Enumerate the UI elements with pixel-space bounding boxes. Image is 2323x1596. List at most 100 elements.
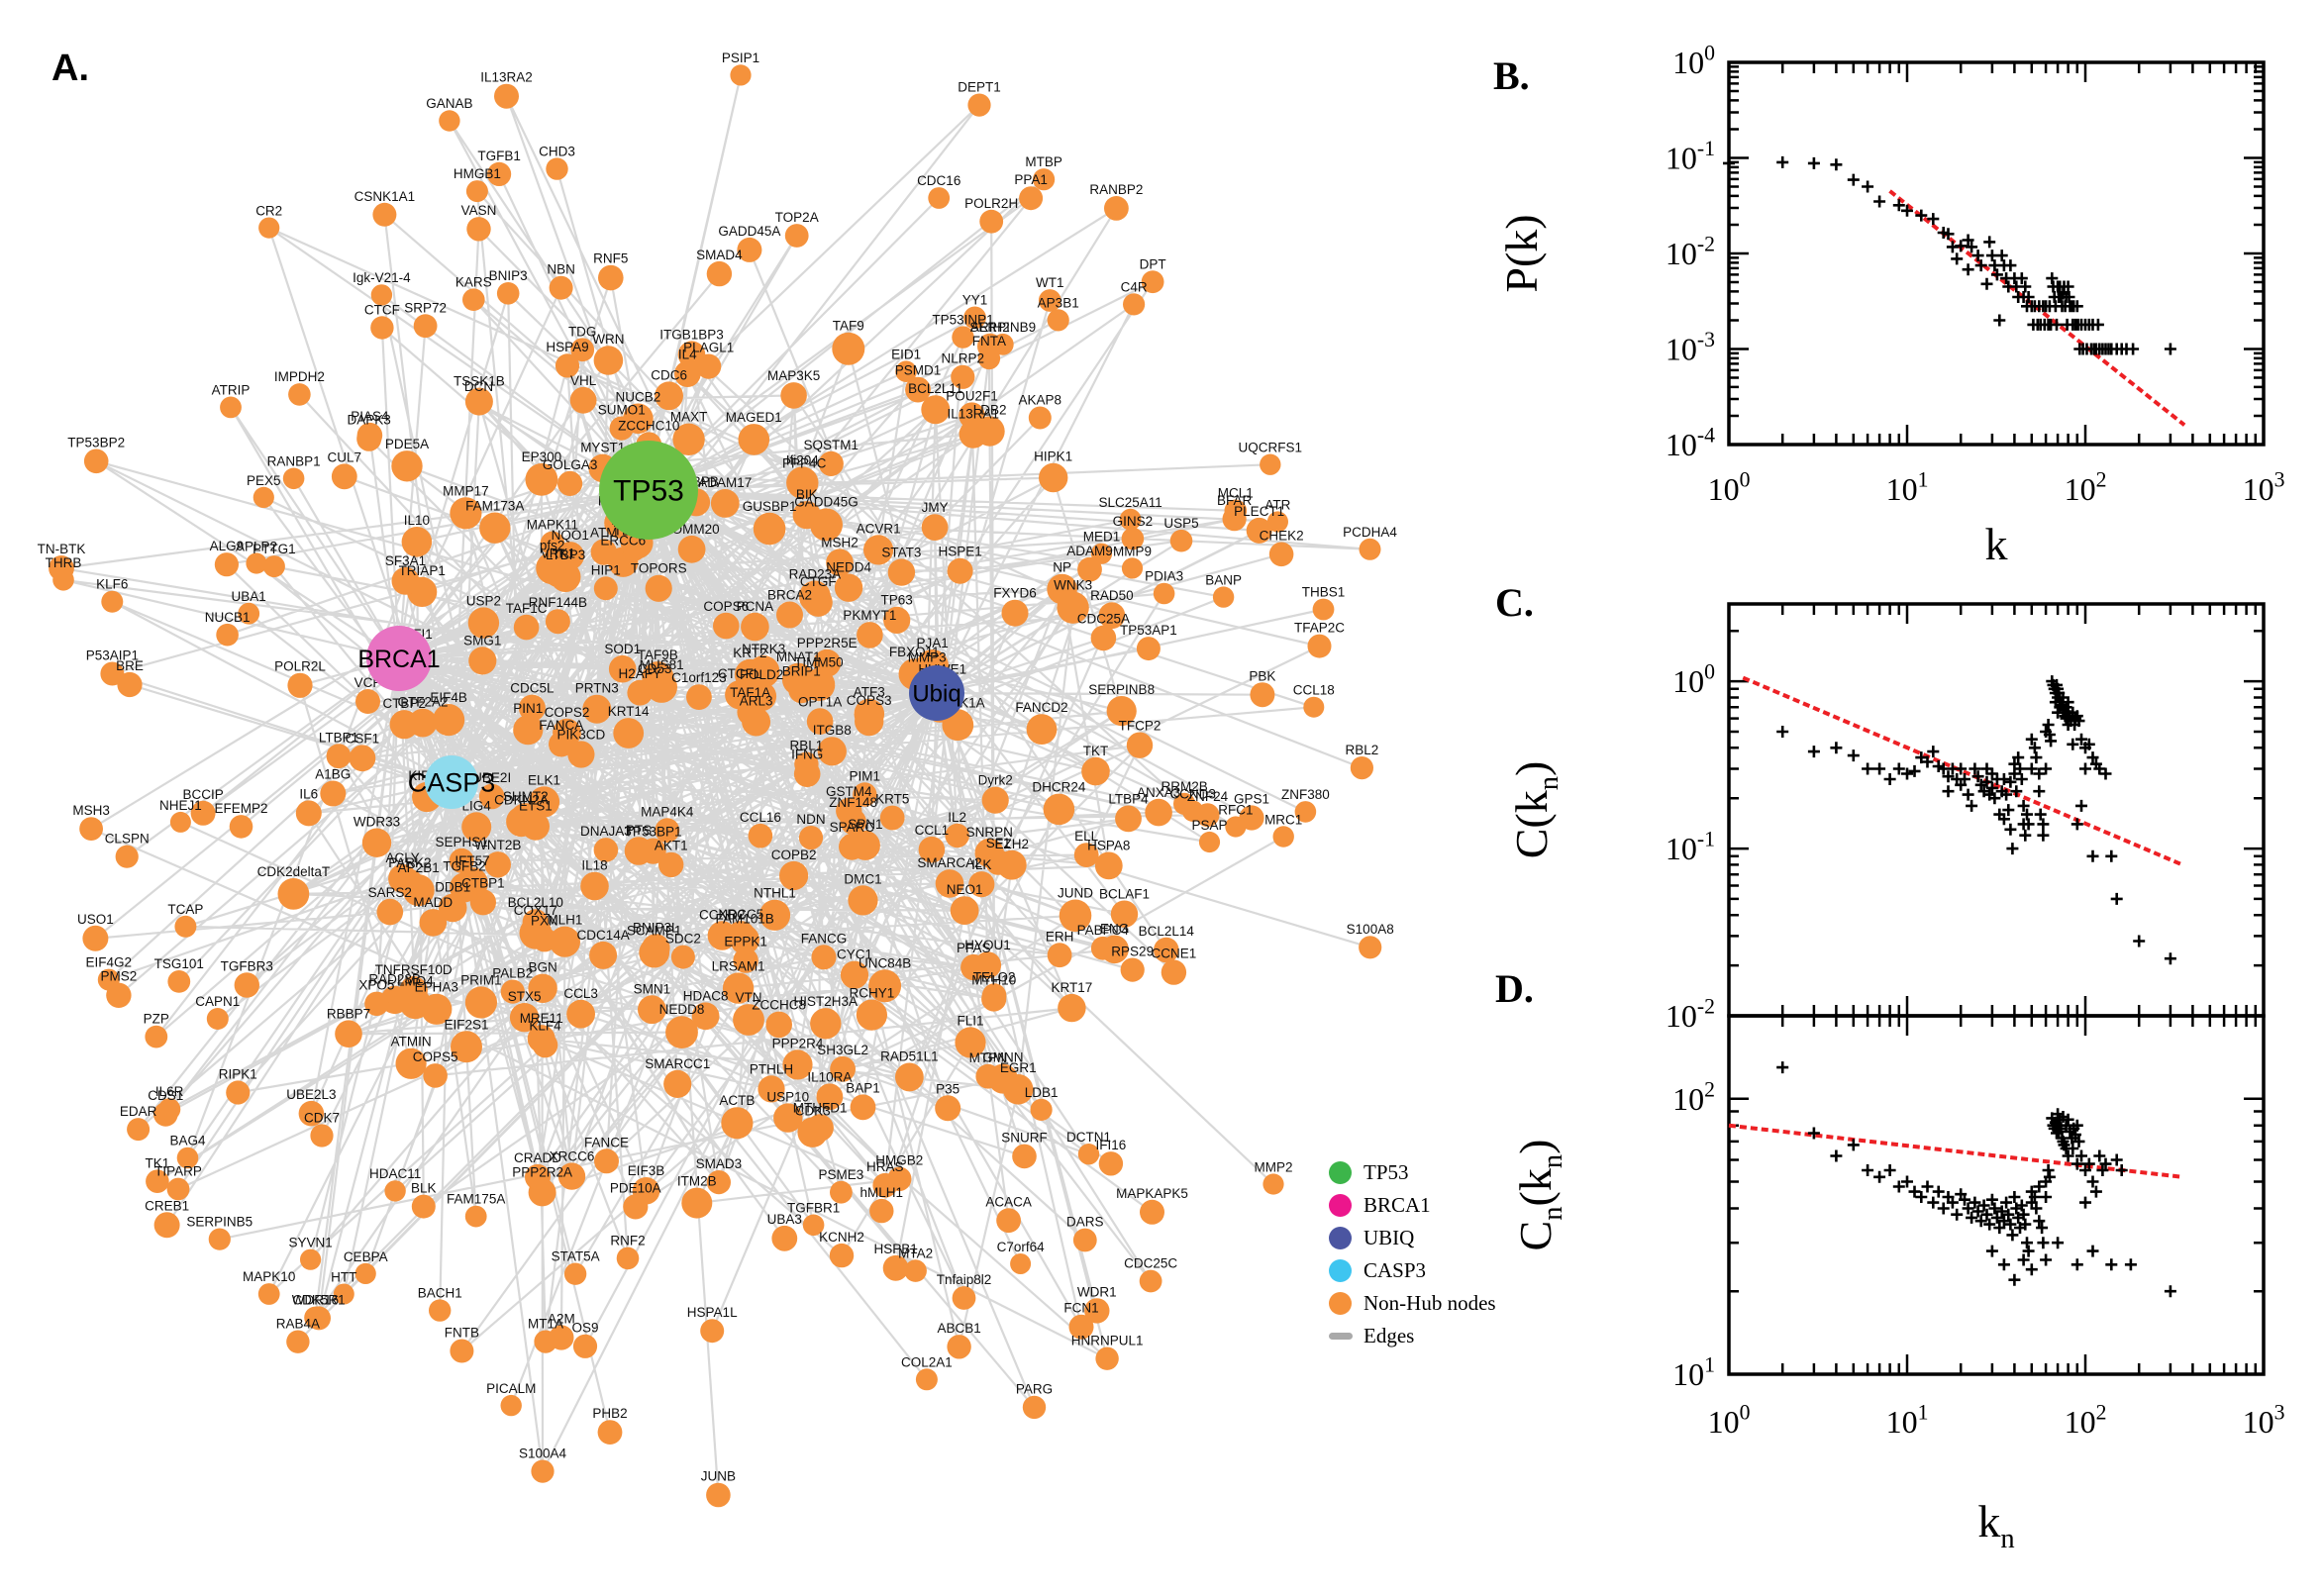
network-node (331, 463, 357, 490)
network-node-label: hMLH1 (860, 1185, 904, 1200)
network-node-label: SARS2 (368, 885, 412, 900)
network-node (451, 1031, 482, 1063)
network-node (593, 838, 619, 862)
network-node (333, 1283, 354, 1305)
network-node-label: GINS2 (1113, 514, 1154, 529)
network-node-label: PABPC4 (1077, 923, 1130, 938)
network-node-label: SOD1 (604, 642, 641, 656)
network-node (738, 424, 770, 455)
plot-frame (1727, 60, 2266, 447)
network-node-label: FXYD6 (993, 586, 1037, 601)
network-node (500, 1394, 522, 1417)
network-node-label: RAD23B (368, 972, 421, 987)
network-node-label: ACACA (985, 1194, 1032, 1209)
network-node (1121, 527, 1145, 550)
network-node (613, 718, 645, 748)
network-node-label: LRSAM1 (712, 958, 765, 973)
network-node (370, 316, 394, 340)
network-node-label: STX5 (508, 989, 542, 1004)
network-node-label: TAF9B (638, 648, 678, 662)
network-node (421, 993, 453, 1025)
node-swatch-icon (1329, 1292, 1352, 1315)
network-node-label: C4R (1121, 279, 1148, 294)
network-node-label: RAB4A (276, 1317, 320, 1332)
network-node-label: MCL1 (1218, 486, 1254, 501)
network-node-label: LTBP1 (319, 730, 358, 745)
network-node-label: UBA1 (232, 589, 266, 604)
network-node-label: PICALM (486, 1381, 536, 1396)
network-node-label: SMAD4 (696, 248, 743, 262)
network-node (525, 463, 558, 496)
network-node-label: CDS1 (148, 1088, 183, 1103)
network-node (593, 346, 624, 375)
network-node-label: IL4 (678, 347, 697, 361)
network-node-label: PPP2R2A (512, 1164, 572, 1179)
network-node-label: IL13RA1 (948, 406, 1000, 421)
network-node-label: IMPDH2 (274, 369, 325, 384)
network-node-label: CDK5R1 (292, 1292, 345, 1307)
network-node-label: MAGED1 (726, 410, 782, 425)
network-node-label: MADD (413, 895, 453, 910)
network-node-label: FAM101B (715, 911, 773, 926)
network-node-label: CCL3 (563, 986, 598, 1001)
network-node (921, 395, 951, 425)
network-node (758, 1075, 785, 1103)
network-node (832, 332, 865, 365)
network-node (975, 1063, 1001, 1089)
network-node-label: EZH2 (995, 837, 1030, 851)
network-node (1145, 798, 1172, 827)
network-node-label: TGFBR3 (221, 958, 273, 973)
network-node-label: BAP1 (846, 1080, 880, 1095)
network-node-label: Tnfaip8l2 (937, 1272, 992, 1287)
network-node-label: JMY (922, 500, 949, 515)
network-node (300, 1248, 322, 1270)
network-node-label: SNURF (1001, 1131, 1048, 1146)
network-node (464, 986, 497, 1019)
network-node-label: GANAB (426, 96, 472, 111)
network-node (1169, 529, 1193, 552)
hub-label-casp3: CASP3 (408, 767, 496, 797)
network-node (952, 1286, 976, 1310)
network-node (594, 1148, 619, 1174)
network-node (534, 1330, 557, 1353)
axis-ticks (1727, 604, 2266, 1018)
network-node-label: DPT (1140, 256, 1166, 271)
network-node (848, 885, 878, 916)
network-node-label: GPS1 (1234, 791, 1269, 806)
network-node (1239, 805, 1264, 831)
panel-b-label: B. (1493, 53, 1530, 98)
network-node-label: NTHL1 (754, 886, 796, 901)
network-node (826, 549, 854, 576)
x-tick-label: 103 (2243, 1401, 2285, 1440)
network-node (840, 808, 866, 836)
network-node-label: TGFB1 (477, 149, 521, 163)
network-node-label: NDN (796, 812, 825, 827)
network-node-label: MSH2 (821, 535, 858, 549)
network-node-label: PIAS4 (351, 409, 389, 424)
network-node (557, 1162, 586, 1190)
network-node (1038, 289, 1061, 312)
network-node-label: HMGB1 (454, 166, 501, 181)
network-node (784, 224, 809, 248)
network-node-label: ITM2B (677, 1174, 717, 1189)
network-node-label: PDIA3 (1145, 569, 1183, 584)
network-node-label: EFEMP2 (214, 801, 267, 816)
network-node (176, 1147, 199, 1169)
network-node-label: TAF9 (833, 319, 864, 334)
network-node-label: JUNB (701, 1469, 736, 1484)
network-node-label: SYVN1 (288, 1236, 332, 1250)
network-node (672, 423, 705, 455)
network-node-label: ENG (1100, 922, 1129, 937)
network-node-label: AP2B1 (398, 860, 440, 875)
network-node (229, 815, 253, 839)
network-node (549, 926, 581, 957)
network-node-label: SRP72 (404, 300, 447, 315)
network-node-label: CDC16 (917, 173, 960, 188)
network-node (1126, 732, 1154, 758)
network-node (1090, 936, 1115, 960)
network-node (214, 552, 239, 577)
network-node-label: IL6R (155, 1084, 184, 1099)
network-node-label: TN-BTK (38, 542, 86, 556)
network-node-label: TK1 (146, 1155, 170, 1170)
network-node-label: UBA3 (767, 1212, 802, 1227)
